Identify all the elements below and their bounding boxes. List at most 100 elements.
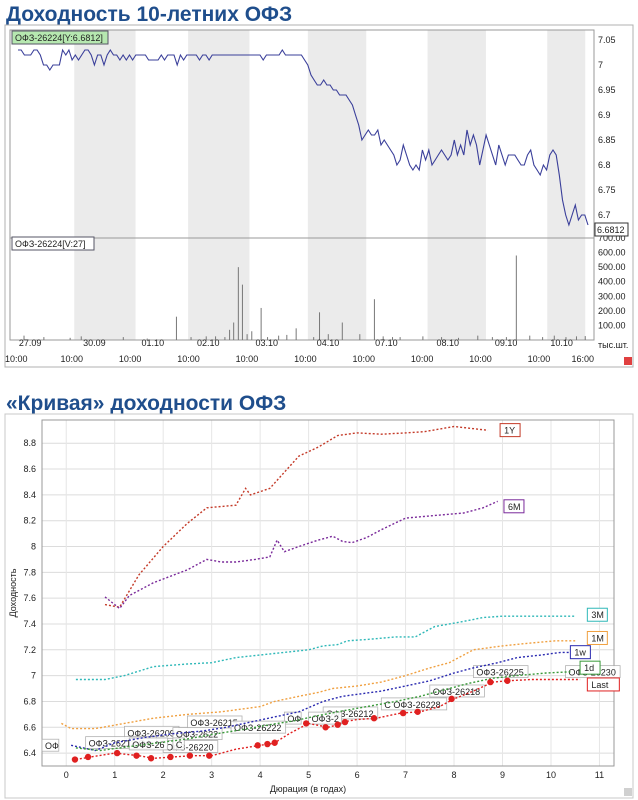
chart1-time-label: 10:00 (294, 354, 317, 364)
chart2-bond-label-text: ОФ (287, 714, 301, 724)
chart1-price-legend: ОФЗ-26224[Y:6.6812] (11, 30, 109, 45)
chart1-last-value: 6.6812 (597, 225, 625, 235)
chart2-bond-label-box (283, 711, 302, 725)
chart2-y-tick: 6.4 (23, 748, 36, 758)
chart1-date-label: 02.10 (197, 338, 220, 348)
chart2-y-tick: 8.2 (23, 516, 36, 526)
chart2-last-point (71, 756, 79, 763)
chart2-bond-label-text: ОФЗ-26218 (433, 687, 480, 697)
chart2-last-point (370, 715, 378, 722)
chart2-last-point (322, 724, 329, 731)
chart1-time-label: 16:00 (571, 354, 594, 364)
top-chart-title: Доходность 10-летних ОФЗ (6, 3, 293, 26)
chart2-last-point (147, 755, 155, 762)
chart2-y-tick: 6.8 (23, 696, 36, 706)
chart1-y-tick: 6.9 (598, 110, 611, 120)
chart2-last-point (302, 720, 310, 727)
chart2-series-line-1m (61, 640, 576, 730)
chart2-y-tick: 7.6 (23, 593, 36, 603)
chart2-last-point (254, 742, 261, 749)
chart2-series-label: 1Y (504, 426, 515, 436)
chart1-volume-legend-box (11, 236, 95, 251)
chart2-series-label-box (586, 630, 608, 645)
chart1-time-label: 10:00 (411, 354, 434, 364)
chart2-y-tick: 8 (31, 542, 36, 552)
chart2-bond-label-text: ОФЗ-26 (132, 740, 164, 750)
chart2-bond-label-text: ОФЗ-26213 ОФ (89, 739, 153, 749)
chart1-time-label: 10:00 (5, 354, 28, 364)
chart2-y-tick: 7.8 (23, 567, 36, 577)
chart2-last-point (84, 753, 92, 761)
chart1-date-label: 09.10 (495, 338, 518, 348)
chart1-y-tick: 6.95 (598, 85, 616, 95)
chart2-bond-label-text: ОФЗ-26220 (166, 743, 213, 753)
chart1-y-tick: 7 (598, 60, 603, 70)
chart1-date-label: 30.09 (83, 338, 106, 348)
chart1-date-label: 27.09 (19, 338, 42, 348)
chart1-time-label: 10:00 (469, 354, 492, 364)
chart2-series-label: 3M (591, 610, 604, 620)
chart1-session-band (74, 30, 136, 340)
chart1-date-label: 01.10 (142, 338, 165, 348)
chart2-bond-label-text: ОФЗ-2 (312, 714, 339, 724)
chart2-last-point (334, 721, 341, 728)
chart2-x-tick: 11 (595, 770, 604, 780)
chart2-last-point (271, 739, 278, 746)
chart1-volume-tick: 700.00 (598, 233, 626, 243)
chart2-bond-label: С (172, 737, 185, 751)
chart2-bond-label: ОФ (41, 738, 60, 752)
chart1-plot-border (9, 29, 595, 341)
chart2-series-label: Last (591, 680, 609, 690)
chart2-x-tick: 9 (500, 770, 505, 780)
chart2-bond-label: ОФЗ-26218 (429, 684, 485, 698)
chart2-corner-marker (624, 788, 632, 796)
chart1-date-label: 04.10 (317, 338, 340, 348)
chart2-series-label-box (586, 677, 620, 692)
chart2-series-line-3m (75, 615, 576, 681)
chart2-series-label: 1d (584, 663, 594, 673)
chart1-price-legend-box (11, 30, 109, 45)
chart2-plot-border (41, 419, 615, 767)
chart2-y-tick: 8.4 (23, 490, 36, 500)
chart2-bond-label-text: ОФЗ-26225 (476, 668, 523, 678)
chart2-last-point (399, 709, 407, 717)
chart2-bond-label-text: С (176, 740, 183, 750)
chart1-date-label: 07.10 (375, 338, 398, 348)
chart2-x-tick: 3 (209, 770, 214, 780)
chart2-last-point (448, 695, 455, 703)
chart1-date-label: 08.10 (436, 338, 459, 348)
chart1-volume-tick: 100.00 (598, 320, 626, 330)
chart2-bond-label: ОФЗ-2622 (172, 727, 223, 740)
chart2-last-point (206, 752, 213, 759)
chart2-series-label-box (499, 423, 521, 438)
chart1-volume-tick: 200.00 (598, 306, 626, 316)
chart1-yield-line (18, 48, 589, 227)
chart1-volume-unit: тыс.шт. (598, 340, 628, 350)
chart2-bond-label-box (172, 737, 185, 751)
chart2-series-label: 1w (574, 648, 586, 658)
chart1-session-band (307, 30, 367, 340)
chart1-volume-tick: 600.00 (598, 248, 626, 258)
chart2-last-point (264, 740, 271, 748)
chart1-time-label: 10:00 (177, 354, 200, 364)
chart1-time-label: 10:00 (236, 354, 259, 364)
chart2-y-tick: 8.8 (23, 438, 36, 448)
chart2-last-point (133, 752, 140, 759)
chart2-bond-label-text: ОФЗ-26222 (234, 723, 281, 733)
chart1-date-label: 10.10 (550, 338, 573, 348)
chart2-bond-label-text: ОФЗ-2622 (176, 730, 218, 740)
chart1-y-tick: 6.75 (598, 185, 616, 195)
chart2-bond-label: ОФЗ-26225 (473, 665, 529, 679)
chart2-x-tick: 2 (161, 770, 166, 780)
chart1-session-band (427, 30, 486, 340)
chart2-y-tick: 6.6 (23, 722, 36, 732)
chart2-last-point (186, 752, 194, 759)
chart2-x-tick: 1 (112, 770, 117, 780)
chart2-series-label-box (503, 499, 525, 514)
chart2-bond-label-text: ОФ (45, 741, 59, 751)
chart2-series-line-1y (104, 425, 489, 608)
chart2-series-label-box (579, 660, 601, 675)
chart2-series-label-box (569, 645, 591, 660)
chart2-last-point (341, 718, 349, 726)
chart2-bond-label-text: С ОФЗ-26228 (384, 700, 440, 710)
